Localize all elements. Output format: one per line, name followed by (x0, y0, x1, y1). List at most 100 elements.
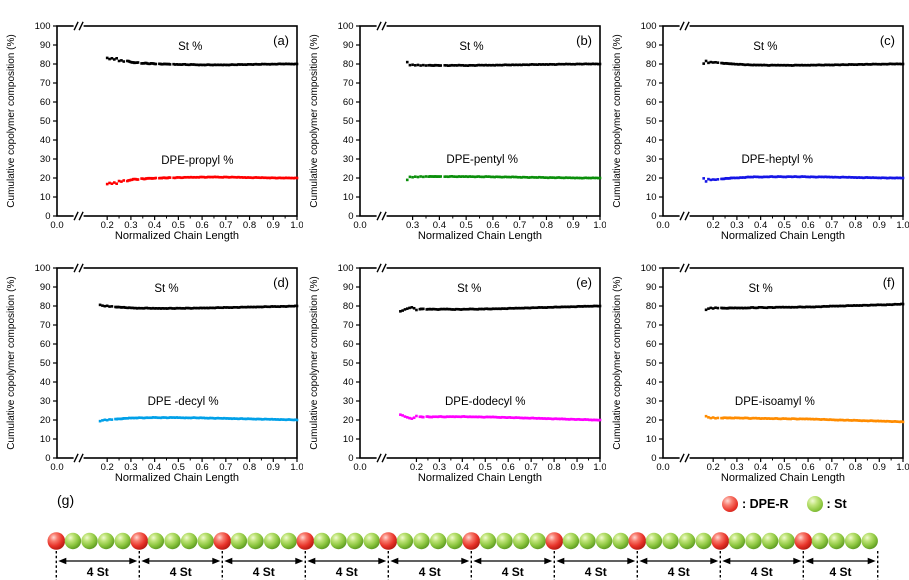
series-label: DPE-propyl % (161, 155, 233, 167)
panel-letter: (b) (576, 33, 592, 48)
legend-dpe-label: : DPE-R (742, 497, 789, 511)
svg-text:10: 10 (40, 434, 51, 445)
svg-text:0.7: 0.7 (825, 462, 838, 473)
svg-text:20: 20 (646, 173, 657, 184)
svg-text:0.8: 0.8 (849, 462, 862, 473)
series-st-%: St % (399, 283, 602, 313)
svg-text:0: 0 (45, 211, 50, 222)
svg-text:70: 70 (646, 320, 657, 331)
svg-text:90: 90 (40, 282, 51, 293)
bead-chain: 4 St 4 St 4 St 4 St 4 St 4 St 4 St 4 St 4 St 4 St (47, 532, 879, 580)
svg-text:0.0: 0.0 (50, 462, 63, 473)
x-axis-title: Normalized Chain Length (115, 230, 239, 242)
series-label: St % (748, 283, 772, 295)
series-label: DPE-heptyl % (741, 154, 813, 166)
series-dpe--decyl-%: DPE -decyl % (98, 396, 299, 423)
svg-text:100: 100 (338, 263, 354, 274)
dpe-bead (545, 532, 564, 550)
st-bead (662, 532, 679, 550)
series-label: St % (154, 283, 178, 295)
dpe-bead (462, 532, 481, 550)
dpe-bead (628, 532, 647, 550)
segment-label: 4 St (585, 565, 607, 579)
svg-text:0.9: 0.9 (570, 462, 583, 473)
y-axis-title: Cumulative copolymer composition (%) (309, 276, 320, 449)
svg-text:1.0: 1.0 (290, 220, 303, 231)
svg-text:0.6: 0.6 (502, 462, 515, 473)
svg-text:90: 90 (343, 282, 354, 293)
svg-text:0.0: 0.0 (353, 220, 366, 231)
panel-letter: (e) (576, 275, 592, 290)
svg-text:60: 60 (40, 97, 51, 108)
axes: 0 10 20 30 40 50 60 70 80 90 100 0.0 0.2 0.3 0.4 0.5 0.6… (338, 263, 606, 473)
svg-text:0.4: 0.4 (148, 220, 161, 231)
st-bead (313, 532, 331, 550)
svg-text:0.0: 0.0 (656, 220, 669, 231)
svg-text:0.0: 0.0 (656, 462, 669, 473)
svg-text:0.3: 0.3 (730, 462, 743, 473)
svg-text:0.2: 0.2 (101, 220, 114, 231)
svg-text:70: 70 (40, 78, 51, 89)
svg-text:0.0: 0.0 (353, 462, 366, 473)
st-bead (446, 532, 463, 550)
axes: 0 10 20 30 40 50 60 70 80 90 100 0.0 0.2 0.3 0.4 0.5 0.6… (641, 21, 909, 231)
chart-e: 0 10 20 30 40 50 60 70 80 90 100 0.0 0.2 0.3 0.4 0.5 0.6… (309, 263, 606, 484)
svg-text:30: 30 (343, 396, 354, 407)
chart-a: 0 10 20 30 40 50 60 70 80 90 100 0.0 0.2 0.3 0.4 0.5 0.6… (6, 21, 303, 242)
segment-label: 4 St (87, 565, 109, 579)
svg-text:0.7: 0.7 (525, 462, 538, 473)
svg-text:20: 20 (40, 173, 51, 184)
svg-text:0.5: 0.5 (172, 220, 185, 231)
st-bead (64, 532, 82, 550)
svg-text:80: 80 (343, 59, 354, 70)
panel-letter: (d) (273, 275, 289, 290)
st-bead (396, 532, 414, 550)
svg-text:10: 10 (40, 192, 51, 203)
svg-text:0.7: 0.7 (219, 220, 232, 231)
svg-text:40: 40 (40, 135, 51, 146)
st-bead (330, 532, 347, 550)
series-dpe-heptyl-%: DPE-heptyl % (702, 154, 905, 183)
series-st-%: St % (704, 283, 905, 312)
svg-text:0.4: 0.4 (754, 462, 767, 473)
svg-text:100: 100 (338, 21, 354, 32)
panel-g-label: (g) (57, 492, 75, 508)
svg-text:90: 90 (646, 40, 657, 51)
series-dpe-propyl-%: DPE-propyl % (105, 155, 299, 186)
svg-text:0.3: 0.3 (124, 220, 137, 231)
svg-text:20: 20 (40, 415, 51, 426)
svg-text:50: 50 (646, 116, 657, 127)
svg-text:30: 30 (646, 154, 657, 165)
series-st-%: St % (98, 283, 299, 310)
series-dpe-pentyl-%: DPE-pentyl % (405, 154, 602, 182)
x-axis-title: Normalized Chain Length (418, 472, 542, 484)
segment-label: 4 St (419, 565, 441, 579)
st-bead (612, 532, 629, 550)
svg-text:50: 50 (40, 116, 51, 127)
svg-text:90: 90 (343, 40, 354, 51)
st-bead (164, 532, 181, 550)
svg-text:0.4: 0.4 (433, 220, 446, 231)
panel-c: 0 10 20 30 40 50 60 70 80 90 100 0.0 0.2 0.3 0.4 0.5 0.6… (606, 0, 909, 242)
segment-label: 4 St (502, 565, 524, 579)
series-label: DPE -decyl % (148, 396, 219, 408)
st-bead (778, 532, 795, 550)
svg-text:60: 60 (646, 97, 657, 108)
svg-text:0.9: 0.9 (873, 462, 886, 473)
svg-text:0.8: 0.8 (243, 462, 256, 473)
svg-text:0.7: 0.7 (825, 220, 838, 231)
st-bead (844, 532, 862, 550)
svg-text:0.4: 0.4 (456, 462, 469, 473)
svg-text:0.3: 0.3 (406, 220, 419, 231)
panel-letter: (c) (880, 33, 895, 48)
segment-label: 4 St (253, 565, 275, 579)
st-bead (97, 532, 115, 550)
svg-text:30: 30 (40, 154, 51, 165)
svg-text:0.6: 0.6 (801, 220, 814, 231)
chart-c: 0 10 20 30 40 50 60 70 80 90 100 0.0 0.2 0.3 0.4 0.5 0.6… (612, 21, 909, 242)
st-bead (811, 532, 829, 550)
axes: 0 10 20 30 40 50 60 70 80 90 100 0.0 0.2 0.3 0.4 0.5 0.6… (35, 21, 303, 231)
svg-text:0.3: 0.3 (124, 462, 137, 473)
st-bead (562, 532, 580, 550)
svg-text:0.8: 0.8 (849, 220, 862, 231)
